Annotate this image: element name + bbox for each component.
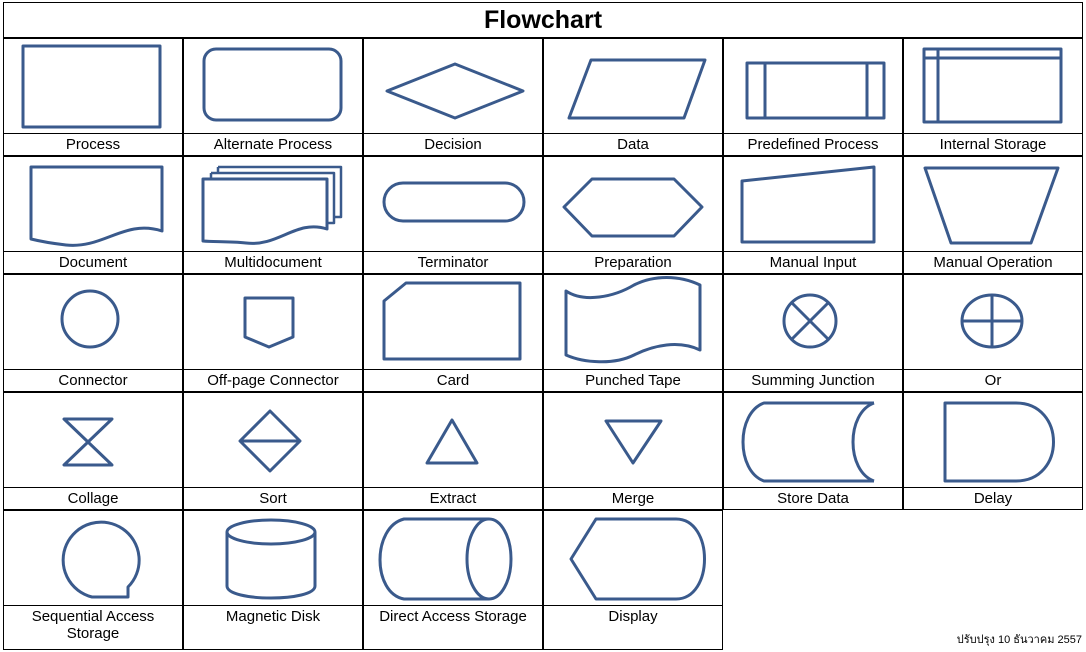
label-merge: Merge — [543, 488, 723, 510]
label-direct-access-storage: Direct Access Storage — [363, 606, 543, 650]
label-magnetic-disk: Magnetic Disk — [183, 606, 363, 650]
label-display: Display — [543, 606, 723, 650]
preparation-shape — [543, 156, 723, 252]
terminator-shape — [363, 156, 543, 252]
magnetic-disk-shape — [183, 510, 363, 606]
manual-input-shape — [723, 156, 903, 252]
label-or: Or — [903, 370, 1083, 392]
decision-shape — [363, 38, 543, 134]
predefined-process-shape — [723, 38, 903, 134]
label-manual-input: Manual Input — [723, 252, 903, 274]
alternate-process-shape — [183, 38, 363, 134]
label-sequential-access-storage: Sequential Access Storage — [3, 606, 183, 650]
internal-storage-shape — [903, 38, 1083, 134]
label-summing-junction: Summing Junction — [723, 370, 903, 392]
label-terminator: Terminator — [363, 252, 543, 274]
label-sort: Sort — [183, 488, 363, 510]
collage-shape — [3, 392, 183, 488]
label-decision: Decision — [363, 134, 543, 156]
label-connector: Connector — [3, 370, 183, 392]
store-data-shape — [723, 392, 903, 488]
or-shape — [903, 274, 1083, 370]
delay-shape — [903, 392, 1083, 488]
sequential-access-storage-shape — [3, 510, 183, 606]
data-shape — [543, 38, 723, 134]
page-title: Flowchart — [3, 2, 1083, 38]
label-collage: Collage — [3, 488, 183, 510]
off-page-connector-shape — [183, 274, 363, 370]
connector-shape — [3, 274, 183, 370]
sort-shape — [183, 392, 363, 488]
label-document: Document — [3, 252, 183, 274]
label-preparation: Preparation — [543, 252, 723, 274]
label-card: Card — [363, 370, 543, 392]
manual-operation-shape — [903, 156, 1083, 252]
document-shape — [3, 156, 183, 252]
footnote: ปรับปรุง 10 ธันวาคม 2557 — [956, 634, 1082, 646]
label-data: Data — [543, 134, 723, 156]
multidocument-shape — [183, 156, 363, 252]
label-off-page-connector: Off-page Connector — [183, 370, 363, 392]
merge-shape — [543, 392, 723, 488]
extract-shape — [363, 392, 543, 488]
label-manual-operation: Manual Operation — [903, 252, 1083, 274]
punched-tape-shape — [543, 274, 723, 370]
label-delay: Delay — [903, 488, 1083, 510]
card-shape — [363, 274, 543, 370]
process-shape — [3, 38, 183, 134]
label-internal-storage: Internal Storage — [903, 134, 1083, 156]
label-alternate-process: Alternate Process — [183, 134, 363, 156]
summing-junction-shape — [723, 274, 903, 370]
label-multidocument: Multidocument — [183, 252, 363, 274]
direct-access-storage-shape — [363, 510, 543, 606]
label-predefined-process: Predefined Process — [723, 134, 903, 156]
label-process: Process — [3, 134, 183, 156]
label-store-data: Store Data — [723, 488, 903, 510]
label-punched-tape: Punched Tape — [543, 370, 723, 392]
label-extract: Extract — [363, 488, 543, 510]
display-shape — [543, 510, 723, 606]
